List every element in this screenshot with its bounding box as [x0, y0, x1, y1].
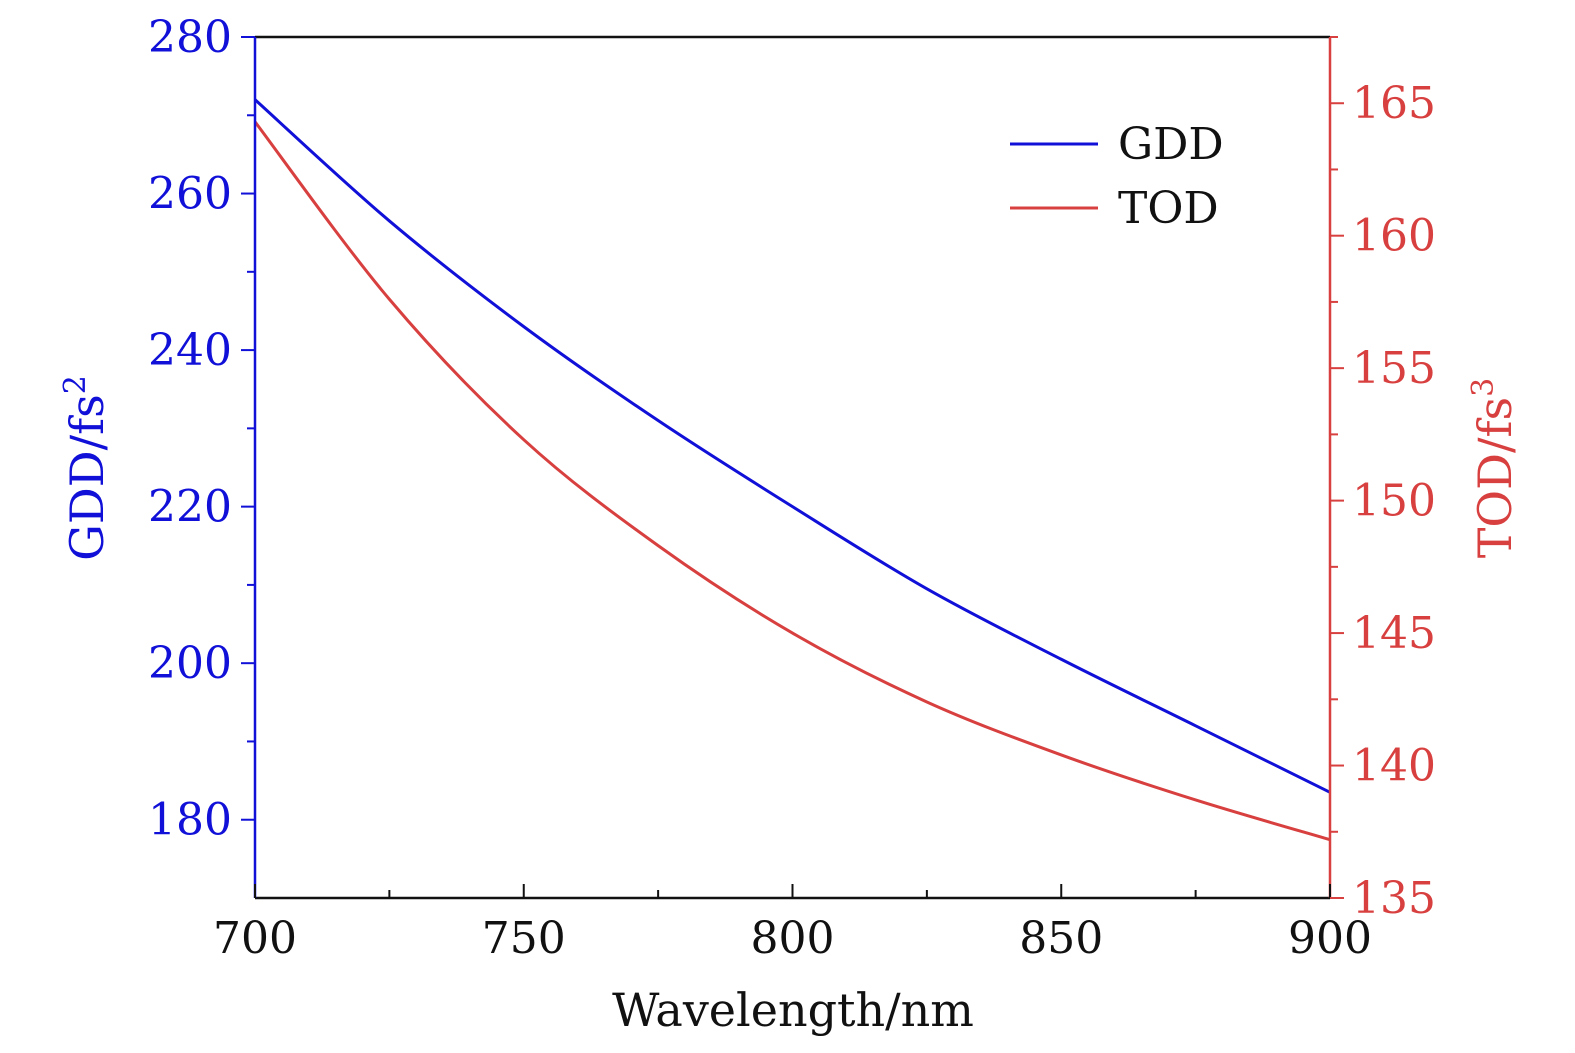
y-right-tick-label: 155: [1352, 343, 1436, 394]
y-left-tick-label: 240: [148, 325, 232, 376]
y-right-axis-title-main: TOD/fs: [1468, 397, 1522, 558]
y-right-tick-label: 145: [1352, 608, 1436, 659]
x-tick-label: 850: [1019, 913, 1103, 964]
y-right-tick-label: 150: [1352, 476, 1436, 527]
labels-layer: 700 750 800 850 900 180 200 220 240 260 280 135 140 1…: [148, 12, 1436, 964]
y-left-tick-label: 180: [148, 795, 232, 846]
series-layer: [253, 98, 1331, 842]
x-tick-label: 800: [751, 913, 835, 964]
y-right-tick-label: 160: [1352, 211, 1436, 262]
y-right-axis-title: TOD/fs3: [1466, 378, 1522, 559]
x-axis-title: Wavelength/nm: [612, 983, 974, 1037]
y-right-axis-title-sup: 3: [1466, 378, 1501, 397]
y-right-tick-label: 165: [1352, 78, 1436, 129]
series-line-tod: [253, 120, 1331, 842]
y-right-tick-label: 135: [1352, 873, 1436, 924]
x-tick-label: 900: [1288, 913, 1372, 964]
y-right-tick-label: 140: [1352, 741, 1436, 792]
y-left-tick-label: 200: [148, 638, 232, 689]
x-tick-label: 700: [213, 913, 297, 964]
y-right-axis-title-group: TOD/fs3: [1466, 378, 1522, 559]
y-left-tick-label: 220: [148, 482, 232, 533]
y-left-axis-title-sup: 2: [58, 375, 93, 394]
y-left-axis-title-main: GDD/fs: [60, 394, 114, 561]
y-left-axis-title-group: GDD/fs2: [58, 375, 114, 561]
series-line-gdd: [253, 98, 1331, 794]
legend-label-gdd: GDD: [1118, 119, 1224, 170]
y-left-axis-title: GDD/fs2: [58, 375, 114, 561]
x-tick-label: 750: [482, 913, 566, 964]
legend-label-tod: TOD: [1118, 183, 1219, 234]
axes-layer: [241, 35, 1344, 900]
y-left-tick-label: 260: [148, 169, 232, 220]
y-left-tick-label: 280: [148, 12, 232, 63]
legend: GDD TOD: [1010, 119, 1224, 234]
